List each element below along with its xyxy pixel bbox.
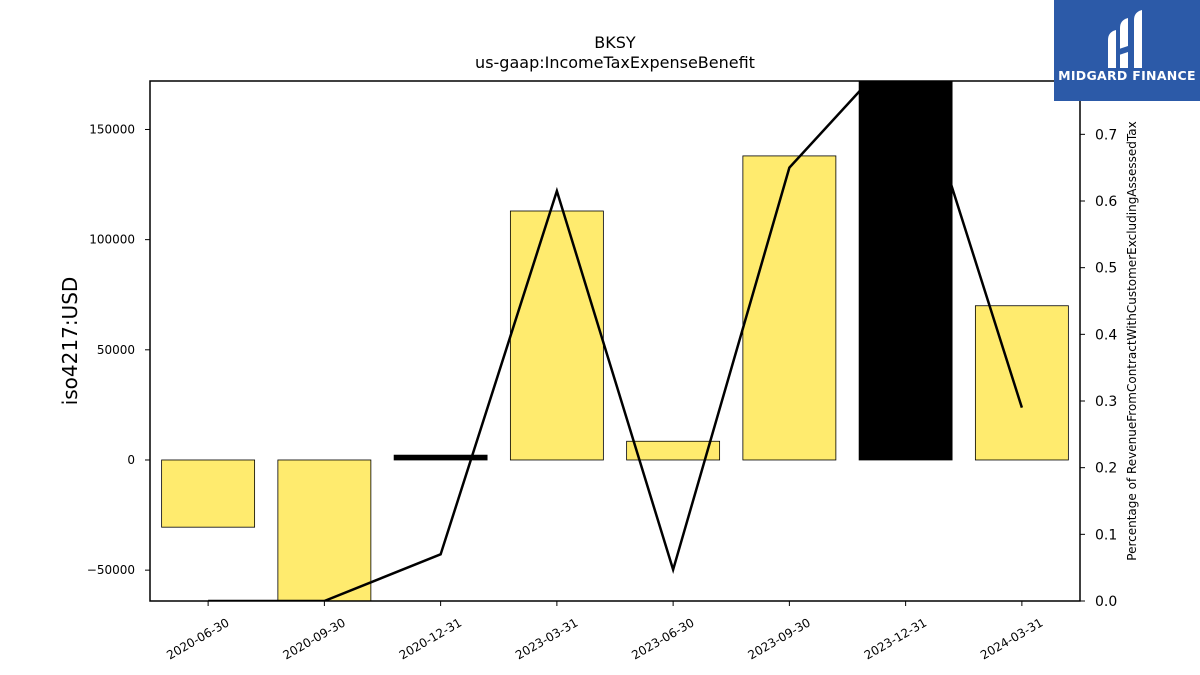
line-group [208,81,1024,601]
y-axis: −50000 0 50000 100000 150000 [87,122,150,577]
bar-2023-12-31 [858,81,953,461]
x-tick-label: 2020-12-31 [397,615,464,662]
y2-axis: 0.0 0.1 0.2 0.3 0.4 0.5 0.6 0.7 [1080,127,1117,610]
bar-2023-06-30 [626,440,721,461]
y2-axis-label: Percentage of RevenueFromContractWithCus… [1125,121,1139,560]
bar-2023-09-30 [742,155,837,461]
chart-title: BKSY [594,33,636,52]
y2-tick-label: 0.0 [1095,594,1117,610]
y-tick-label: −50000 [87,563,135,577]
y2-tick-label: 0.7 [1095,127,1117,143]
bars-group [161,81,1069,601]
y2-tick-label: 0.1 [1095,527,1117,543]
brand-name: MIDGARD FINANCE [1058,68,1196,83]
y2-tick-label: 0.4 [1095,327,1117,343]
x-axis: 2020-06-30 2020-09-30 2020-12-31 2023-03-31… [164,601,1045,662]
brand-logo: MIDGARD FINANCE [1054,0,1200,101]
x-tick-label: 2023-09-30 [745,615,812,662]
y2-tick-label: 0.3 [1095,394,1117,410]
bar-2020-06-30 [161,459,256,528]
x-tick-label: 2020-06-30 [164,615,231,662]
x-tick-label: 2023-12-31 [862,615,929,662]
plot-frame [149,80,1081,602]
chart-subtitle: us-gaap:IncomeTaxExpenseBenefit [475,53,755,72]
midgard-logo-icon [1108,10,1142,68]
y-tick-label: 0 [127,453,135,467]
x-tick-label: 2023-03-31 [513,615,580,662]
x-tick-label: 2020-09-30 [280,615,347,662]
bar-2020-09-30 [277,459,372,601]
bar-2024-03-31 [974,305,1069,461]
y2-tick-label: 0.6 [1095,194,1117,210]
x-tick-label: 2023-06-30 [629,615,696,662]
y-axis-label: iso4217:USD [58,277,82,406]
y-tick-label: 50000 [97,343,135,357]
y2-tick-label: 0.5 [1095,261,1117,277]
y-tick-label: 100000 [89,233,135,247]
y-tick-label: 150000 [89,122,135,136]
bar-2020-12-31 [393,454,488,461]
x-tick-label: 2024-03-31 [978,615,1045,662]
bar-2023-03-31 [509,210,604,461]
y2-tick-label: 0.2 [1095,461,1117,477]
line-series [208,81,1024,601]
